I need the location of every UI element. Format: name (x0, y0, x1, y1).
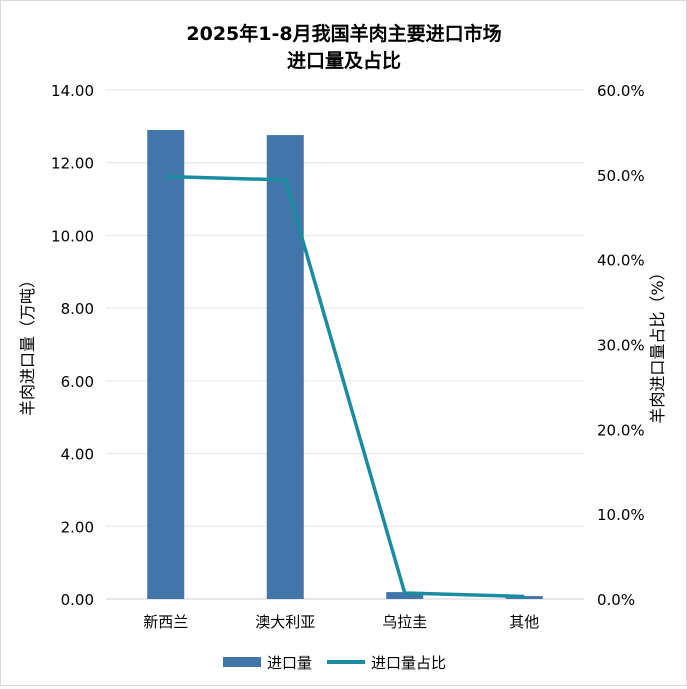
y2-axis-label: 羊肉进口量占比（%） (648, 264, 667, 423)
y-axis-label: 羊肉进口量（万吨） (18, 272, 37, 416)
y-tick-label: 12.00 (51, 155, 94, 173)
chart-title-line2: 进口量及占比 (287, 49, 401, 72)
y-tick-label: 2.00 (61, 518, 94, 536)
y-tick-label: 4.00 (61, 446, 94, 464)
x-tick-label: 乌拉圭 (382, 613, 427, 631)
y-tick-label: 6.00 (61, 373, 94, 391)
x-tick-label: 新西兰 (143, 613, 188, 631)
y2-tick-label: 20.0% (597, 421, 645, 439)
chart-title-line1: 2025年1-8月我国羊肉主要进口市场 (186, 22, 501, 45)
y-tick-label: 8.00 (61, 300, 94, 318)
y2-tick-label: 60.0% (597, 82, 645, 100)
y-tick-label: 10.00 (51, 227, 94, 245)
bar (147, 130, 184, 599)
legend-bar-label: 进口量 (267, 654, 312, 672)
y2-tick-label: 10.0% (597, 506, 645, 524)
bar (267, 135, 304, 599)
x-tick-label: 其他 (509, 613, 539, 631)
y2-tick-label: 50.0% (597, 167, 645, 185)
legend-bar-swatch (223, 657, 261, 667)
y2-tick-label: 0.0% (597, 591, 635, 609)
y2-tick-label: 40.0% (597, 252, 645, 270)
y-tick-label: 0.00 (61, 591, 94, 609)
y2-tick-label: 30.0% (597, 337, 645, 355)
series-line (166, 177, 525, 597)
x-tick-label: 澳大利亚 (255, 613, 315, 631)
legend-line-label: 进口量占比 (371, 654, 446, 672)
y-tick-label: 14.00 (51, 82, 94, 100)
